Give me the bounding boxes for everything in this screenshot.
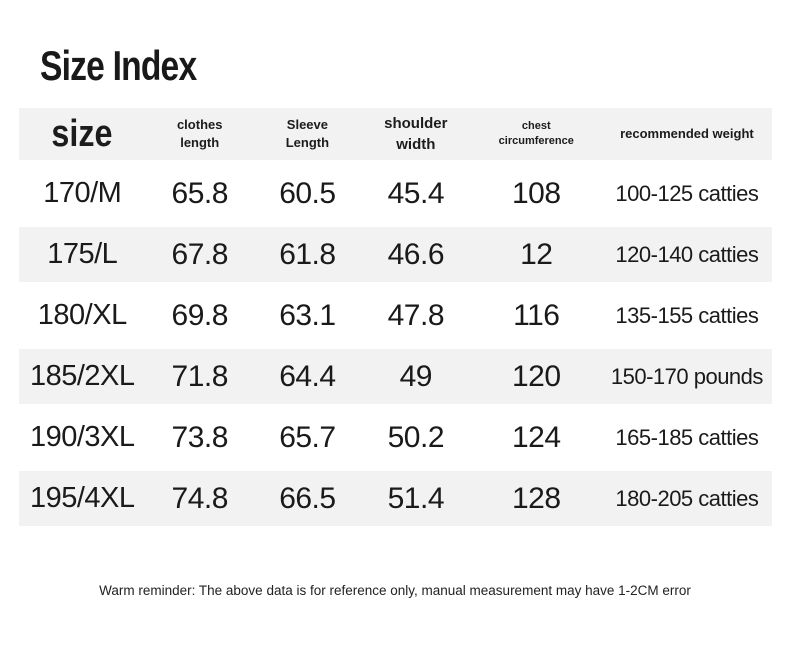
cell-size: 180/XL	[37, 299, 127, 331]
cell-chest: 116	[513, 298, 560, 332]
cell-size: 185/2XL	[29, 360, 135, 392]
table-row: 195/4XL 74.8 66.5 51.4 128 180-205 catti…	[19, 471, 772, 526]
cell-clothes-length: 69.8	[171, 298, 229, 332]
cell-sleeve-length: 66.5	[279, 481, 336, 515]
cell-clothes-length: 73.8	[171, 420, 229, 454]
col-header-size: size	[19, 108, 146, 160]
cell-size: 190/3XL	[29, 421, 135, 453]
cell-chest: 108	[512, 176, 561, 210]
cell-shoulder-width: 47.8	[387, 298, 445, 332]
col-header-shoulder-width: shoulder width	[384, 115, 448, 153]
cell-shoulder-width: 51.4	[387, 481, 445, 515]
page-title: Size Index	[40, 42, 197, 89]
col-header-chest-circumference: chest circumference	[498, 119, 574, 147]
cell-chest: 128	[512, 481, 561, 515]
cell-shoulder-width: 50.2	[387, 420, 445, 454]
table-row: 170/M 65.8 60.5 45.4 108 100-125 catties	[19, 166, 772, 221]
table-row: 175/L 67.8 61.8 46.6 12 120-140 catties	[19, 227, 772, 282]
table-row: 190/3XL 73.8 65.7 50.2 124 165-185 catti…	[19, 410, 772, 465]
cell-recommended-weight: 180-205 catties	[615, 485, 759, 511]
cell-chest: 120	[512, 359, 561, 393]
cell-clothes-length: 74.8	[171, 481, 229, 515]
cell-size: 175/L	[47, 238, 118, 270]
cell-shoulder-width: 46.6	[387, 237, 445, 271]
col-header-sleeve-length: Sleeve Length	[285, 116, 330, 150]
table-header-row: size clothes length Sleeve Length should…	[19, 108, 772, 160]
cell-recommended-weight: 100-125 catties	[615, 180, 759, 206]
size-table: size clothes length Sleeve Length should…	[19, 102, 772, 532]
cell-recommended-weight: 150-170 pounds	[610, 363, 764, 389]
cell-sleeve-length: 65.7	[279, 420, 336, 454]
footer-note: Warm reminder: The above data is for ref…	[99, 583, 691, 598]
cell-chest: 124	[512, 420, 561, 454]
cell-recommended-weight: 165-185 catties	[615, 424, 759, 450]
cell-sleeve-length: 64.4	[279, 359, 336, 393]
cell-recommended-weight: 120-140 catties	[615, 241, 759, 267]
cell-size: 170/M	[43, 177, 122, 209]
cell-sleeve-length: 61.8	[279, 237, 336, 271]
cell-sleeve-length: 63.1	[279, 298, 336, 332]
cell-sleeve-length: 60.5	[279, 176, 336, 210]
table-row: 185/2XL 71.8 64.4 49 120 150-170 pounds	[19, 349, 772, 404]
cell-clothes-length: 65.8	[171, 176, 229, 210]
col-header-recommended-weight: recommended weight	[620, 125, 754, 141]
cell-shoulder-width: 45.4	[387, 176, 445, 210]
cell-chest: 12	[520, 237, 553, 271]
table-row: 180/XL 69.8 63.1 47.8 116 135-155 cattie…	[19, 288, 772, 343]
col-header-clothes-length: clothes length	[176, 116, 223, 150]
cell-clothes-length: 71.8	[171, 359, 229, 393]
cell-size: 195/4XL	[29, 482, 135, 514]
cell-shoulder-width: 49	[399, 359, 433, 393]
col-header-size-label: size	[51, 112, 113, 155]
cell-clothes-length: 67.8	[171, 237, 229, 271]
cell-recommended-weight: 135-155 catties	[615, 302, 759, 328]
